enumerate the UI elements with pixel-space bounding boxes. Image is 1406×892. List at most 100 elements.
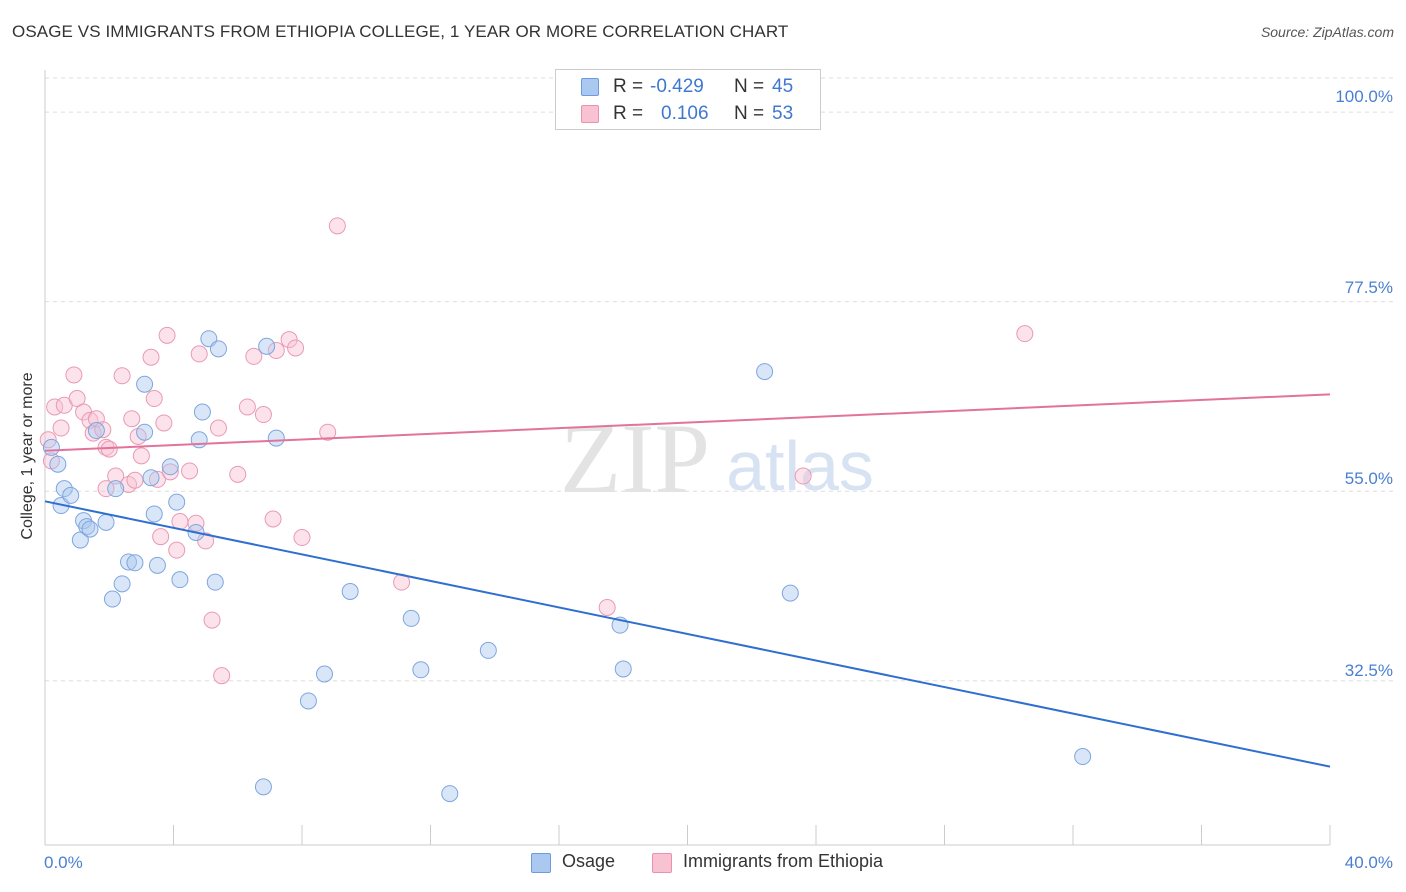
osage-point — [315, 665, 333, 683]
osage-point — [42, 438, 60, 456]
osage-point — [142, 469, 160, 487]
ethiopia-point — [123, 410, 141, 428]
osage-point — [168, 493, 186, 511]
osage-point — [781, 584, 799, 602]
osage-legend-swatch — [531, 853, 551, 873]
ethiopia-point — [148, 470, 166, 488]
osage-point — [171, 571, 189, 589]
ethiopia-trend-line — [44, 393, 1331, 452]
trend-lines — [44, 393, 1331, 768]
ethiopia-point — [97, 480, 115, 498]
ethiopia-legend-swatch — [652, 853, 672, 873]
chart-title: OSAGE VS IMMIGRANTS FROM ETHIOPIA COLLEG… — [12, 22, 789, 41]
ethiopia-point — [1016, 325, 1034, 343]
osage-point — [193, 403, 211, 421]
osage-point — [254, 778, 272, 796]
r-label: R = — [613, 76, 644, 97]
ethiopia-point — [209, 419, 227, 437]
ethiopia-point — [238, 398, 256, 416]
ethiopia-point — [264, 510, 282, 528]
ethiopia-point — [213, 667, 231, 685]
ethiopia-point — [126, 471, 144, 489]
osage-point — [136, 375, 154, 393]
x-tick-label-max: 40.0% — [1344, 853, 1393, 872]
grid-lines — [45, 77, 1393, 682]
ethiopia-point — [598, 598, 616, 616]
osage-point — [78, 518, 96, 536]
ethiopia-point — [94, 421, 112, 439]
r-value: 0.106 — [661, 103, 709, 124]
series-osage-points — [42, 330, 1092, 803]
r-value: -0.429 — [650, 76, 704, 97]
ethiopia-point — [794, 467, 812, 485]
ethiopia-point — [245, 347, 263, 365]
osage-point — [756, 363, 774, 381]
ethiopia-point — [81, 411, 99, 429]
y-tick-label-77-5: 77.5% — [1344, 278, 1393, 297]
osage-point — [87, 422, 105, 440]
osage-point — [190, 431, 208, 449]
ethiopia-point — [161, 463, 179, 481]
osage-point — [412, 661, 430, 679]
stats-row-ethiopia: R = 0.106 N = 53 — [556, 101, 820, 127]
osage-swatch — [581, 78, 599, 96]
osage-point — [62, 486, 80, 504]
ethiopia-point — [145, 390, 163, 408]
ethiopia-point — [65, 366, 83, 384]
ethiopia-point — [280, 331, 298, 349]
osage-point — [267, 429, 285, 447]
osage-point — [258, 337, 276, 355]
watermark-atlas: atlas — [726, 427, 874, 505]
ethiopia-point — [190, 345, 208, 363]
y-tick-label-100: 100.0% — [1335, 87, 1393, 106]
ethiopia-point — [203, 611, 221, 629]
osage-point — [49, 455, 67, 473]
ethiopia-point — [155, 414, 173, 432]
ethiopia-point — [293, 529, 311, 547]
ethiopia-point — [113, 367, 131, 385]
osage-point — [299, 692, 317, 710]
r-label: R = — [613, 103, 644, 124]
osage-point — [206, 573, 224, 591]
osage-point — [55, 480, 73, 498]
legend-label: Immigrants from Ethiopia — [683, 851, 884, 871]
stats-row-osage: R = -0.429 N = 45 — [556, 74, 820, 100]
osage-point — [81, 520, 99, 538]
n-label: N = — [734, 103, 765, 124]
ethiopia-point — [229, 465, 247, 483]
ethiopia-point — [168, 541, 186, 559]
ethiopia-point — [107, 467, 125, 485]
ethiopia-point — [267, 342, 285, 360]
osage-point — [148, 556, 166, 574]
ethiopia-point — [142, 348, 160, 366]
osage-point — [145, 505, 163, 523]
ethiopia-point — [319, 423, 337, 441]
osage-point — [209, 340, 227, 358]
osage-point — [126, 554, 144, 572]
ethiopia-point — [197, 532, 215, 550]
ethiopia-point — [187, 514, 205, 532]
osage-point — [161, 458, 179, 476]
osage-point — [120, 553, 138, 571]
stats-box: R = -0.429 N = 45 R = 0.106 N = 53 — [555, 69, 821, 130]
ethiopia-point — [181, 462, 199, 480]
osage-trend-line — [44, 500, 1331, 768]
n-value: 53 — [772, 103, 794, 124]
ethiopia-point — [52, 419, 70, 437]
axes — [44, 70, 1331, 846]
ethiopia-point — [132, 447, 150, 465]
ethiopia-point — [87, 410, 105, 428]
ethiopia-point — [328, 217, 346, 235]
osage-point — [103, 590, 121, 608]
ethiopia-point — [158, 326, 176, 344]
osage-point — [97, 513, 115, 531]
ethiopia-point — [84, 424, 102, 442]
osage-point — [479, 641, 497, 659]
watermark: ZIP atlas — [560, 403, 874, 514]
series-ethiopia-points — [39, 217, 1034, 685]
ethiopia-swatch — [581, 105, 599, 123]
n-label: N = — [734, 76, 765, 97]
osage-point — [402, 609, 420, 627]
ethiopia-point — [152, 528, 170, 546]
osage-point — [113, 575, 131, 593]
